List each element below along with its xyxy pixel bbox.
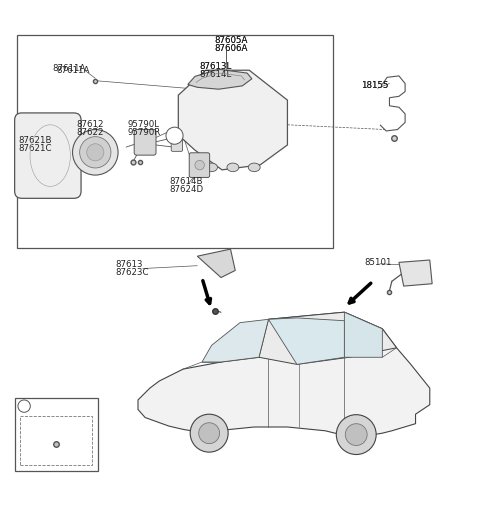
Text: 95790L: 95790L [127, 120, 159, 129]
Text: 87621B: 87621B [18, 136, 51, 145]
Ellipse shape [205, 163, 217, 172]
Text: 87612: 87612 [76, 120, 104, 129]
Polygon shape [344, 312, 383, 357]
Circle shape [87, 144, 104, 161]
FancyBboxPatch shape [189, 153, 210, 177]
Polygon shape [268, 318, 344, 365]
Polygon shape [138, 312, 430, 436]
Text: 87606A: 87606A [214, 44, 247, 53]
Circle shape [195, 160, 204, 170]
Text: 87613: 87613 [116, 260, 143, 269]
Circle shape [18, 400, 30, 412]
Text: 95790R: 95790R [127, 128, 160, 137]
Circle shape [80, 137, 111, 168]
FancyBboxPatch shape [14, 113, 81, 198]
Text: a: a [22, 401, 26, 411]
Polygon shape [259, 312, 396, 365]
Polygon shape [179, 70, 288, 170]
Text: 18155: 18155 [361, 81, 388, 90]
Text: 87622: 87622 [76, 128, 104, 137]
Text: 87614B: 87614B [170, 177, 204, 186]
Text: 87614L: 87614L [200, 70, 232, 79]
Text: (ONLY LH): (ONLY LH) [36, 421, 77, 430]
Polygon shape [202, 319, 268, 362]
Text: 18155: 18155 [361, 81, 388, 90]
Ellipse shape [227, 163, 239, 172]
Circle shape [345, 424, 367, 446]
Polygon shape [399, 260, 432, 286]
Text: 87611A: 87611A [56, 66, 90, 75]
Circle shape [72, 129, 118, 175]
Circle shape [336, 414, 376, 454]
Text: 96985B: 96985B [40, 430, 72, 439]
Ellipse shape [248, 163, 260, 172]
Circle shape [166, 127, 183, 144]
Text: 87621C: 87621C [18, 144, 51, 152]
FancyBboxPatch shape [134, 129, 156, 155]
Text: 85101: 85101 [364, 258, 392, 267]
Bar [14, 398, 97, 471]
Text: 87605A: 87605A [214, 36, 247, 45]
Bar [17, 35, 333, 248]
Text: 87606A: 87606A [214, 44, 247, 53]
Polygon shape [188, 69, 252, 89]
Text: 87623C: 87623C [116, 268, 149, 277]
Text: 87611A: 87611A [53, 64, 86, 73]
Bar [20, 415, 92, 465]
Text: a: a [172, 131, 177, 140]
Text: 87614L: 87614L [200, 70, 232, 79]
FancyBboxPatch shape [171, 138, 182, 151]
Circle shape [190, 414, 228, 452]
Circle shape [199, 423, 219, 444]
Polygon shape [197, 249, 235, 278]
Text: 87613L: 87613L [200, 62, 232, 71]
Text: 87605A: 87605A [214, 36, 247, 45]
Text: 87624D: 87624D [170, 185, 204, 194]
Text: 87613L: 87613L [200, 62, 232, 71]
